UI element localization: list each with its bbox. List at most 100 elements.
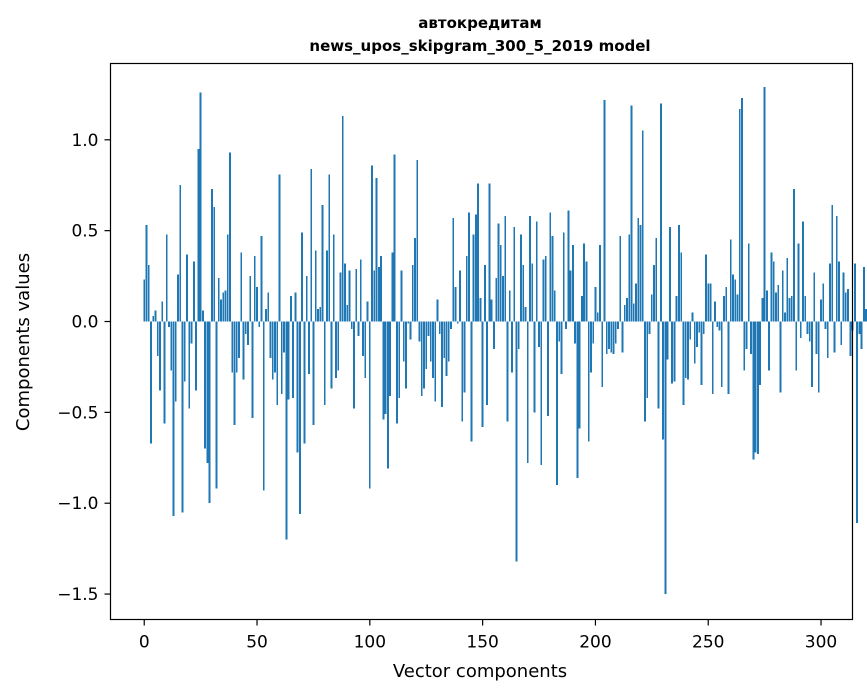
- bar-253: [714, 301, 716, 322]
- x-tick-label: 50: [246, 633, 268, 653]
- bar-277: [768, 321, 771, 371]
- bar-140: [459, 270, 461, 322]
- bar-123: [420, 321, 423, 397]
- bar-35: [222, 292, 225, 322]
- bar-2: [147, 265, 150, 322]
- y-tick-label: 1.0: [71, 131, 98, 151]
- bar-75: [312, 321, 315, 426]
- bar-72: [305, 276, 308, 322]
- bar-94: [355, 268, 358, 322]
- bar-112: [395, 321, 398, 424]
- bar-121: [416, 159, 419, 322]
- bar-193: [578, 321, 581, 429]
- bar-171: [529, 216, 531, 322]
- bar-312: [847, 288, 850, 322]
- bar-129: [434, 321, 437, 402]
- bar-156: [495, 277, 498, 322]
- bar-270: [752, 321, 755, 460]
- bar-201: [596, 312, 599, 322]
- bar-196: [585, 261, 588, 322]
- bar-73: [308, 321, 310, 375]
- bar-42: [238, 321, 240, 358]
- bar-105: [380, 256, 383, 322]
- bar-296: [811, 321, 813, 387]
- bar-118: [409, 321, 412, 340]
- bar-138: [454, 286, 457, 322]
- bar-293: [804, 296, 807, 322]
- bar-298: [815, 321, 818, 355]
- bar-130: [436, 299, 439, 322]
- bar-37: [226, 234, 229, 322]
- bar-305: [831, 205, 834, 322]
- bar-207: [610, 321, 613, 353]
- bar-1: [145, 225, 148, 322]
- bar-231: [664, 321, 667, 595]
- bar-80: [323, 321, 326, 406]
- bar-19: [186, 254, 188, 322]
- bar-145: [470, 321, 473, 442]
- bar-254: [716, 321, 719, 327]
- bar-163: [511, 321, 513, 373]
- bar-301: [822, 283, 825, 322]
- bar-194: [580, 296, 583, 322]
- bar-85: [335, 321, 337, 378]
- bar-58: [274, 321, 276, 373]
- bar-60: [278, 174, 281, 322]
- bar-224: [648, 321, 651, 335]
- bar-50: [256, 286, 258, 322]
- bar-100: [368, 321, 371, 489]
- bar-139: [456, 321, 459, 324]
- x-axis-label: Vector components: [393, 661, 567, 682]
- bar-220: [639, 225, 642, 322]
- bar-247: [700, 321, 703, 386]
- bar-107: [384, 321, 387, 415]
- bar-206: [608, 321, 610, 349]
- bar-169: [524, 306, 527, 322]
- bar-101: [371, 165, 373, 322]
- x-tick-label: 250: [692, 633, 724, 653]
- bar-208: [612, 321, 615, 355]
- bar-172: [531, 263, 534, 322]
- bar-309: [840, 321, 843, 346]
- bar-248: [702, 321, 705, 335]
- bar-315: [853, 263, 856, 322]
- bar-36: [224, 290, 227, 322]
- bar-124: [423, 321, 425, 389]
- bar-117: [407, 321, 410, 324]
- bar-106: [382, 321, 385, 420]
- bar-267: [745, 321, 748, 349]
- bar-191: [574, 321, 577, 344]
- x-tick-label: 0: [139, 633, 150, 653]
- bar-6: [156, 321, 159, 357]
- bar-59: [276, 321, 279, 406]
- bar-262: [734, 279, 737, 322]
- bar-33: [217, 277, 220, 322]
- bar-269: [750, 321, 752, 355]
- y-axis-label: Components values: [13, 253, 34, 431]
- bar-212: [621, 321, 624, 353]
- bar-186: [562, 232, 565, 322]
- bar-289: [795, 321, 798, 371]
- bar-189: [569, 270, 572, 322]
- bar-261: [732, 274, 734, 322]
- bar-244: [693, 321, 696, 364]
- bar-280: [775, 292, 777, 322]
- bar-255: [718, 321, 721, 331]
- bar-95: [357, 321, 360, 337]
- bar-21: [190, 321, 193, 344]
- bar-51: [258, 321, 261, 327]
- bar-198: [590, 321, 592, 373]
- x-tick-label: 200: [579, 633, 611, 653]
- bar-134: [445, 321, 448, 377]
- bar-13: [172, 321, 175, 516]
- bar-46: [247, 321, 249, 346]
- bar-179: [547, 321, 549, 416]
- bar-23: [195, 321, 198, 391]
- bar-257: [723, 296, 725, 322]
- bar-300: [820, 299, 822, 322]
- bar-74: [310, 168, 313, 322]
- bar-295: [808, 321, 811, 342]
- bar-115: [402, 321, 405, 362]
- bar-25: [199, 92, 202, 322]
- bar-209: [614, 321, 617, 344]
